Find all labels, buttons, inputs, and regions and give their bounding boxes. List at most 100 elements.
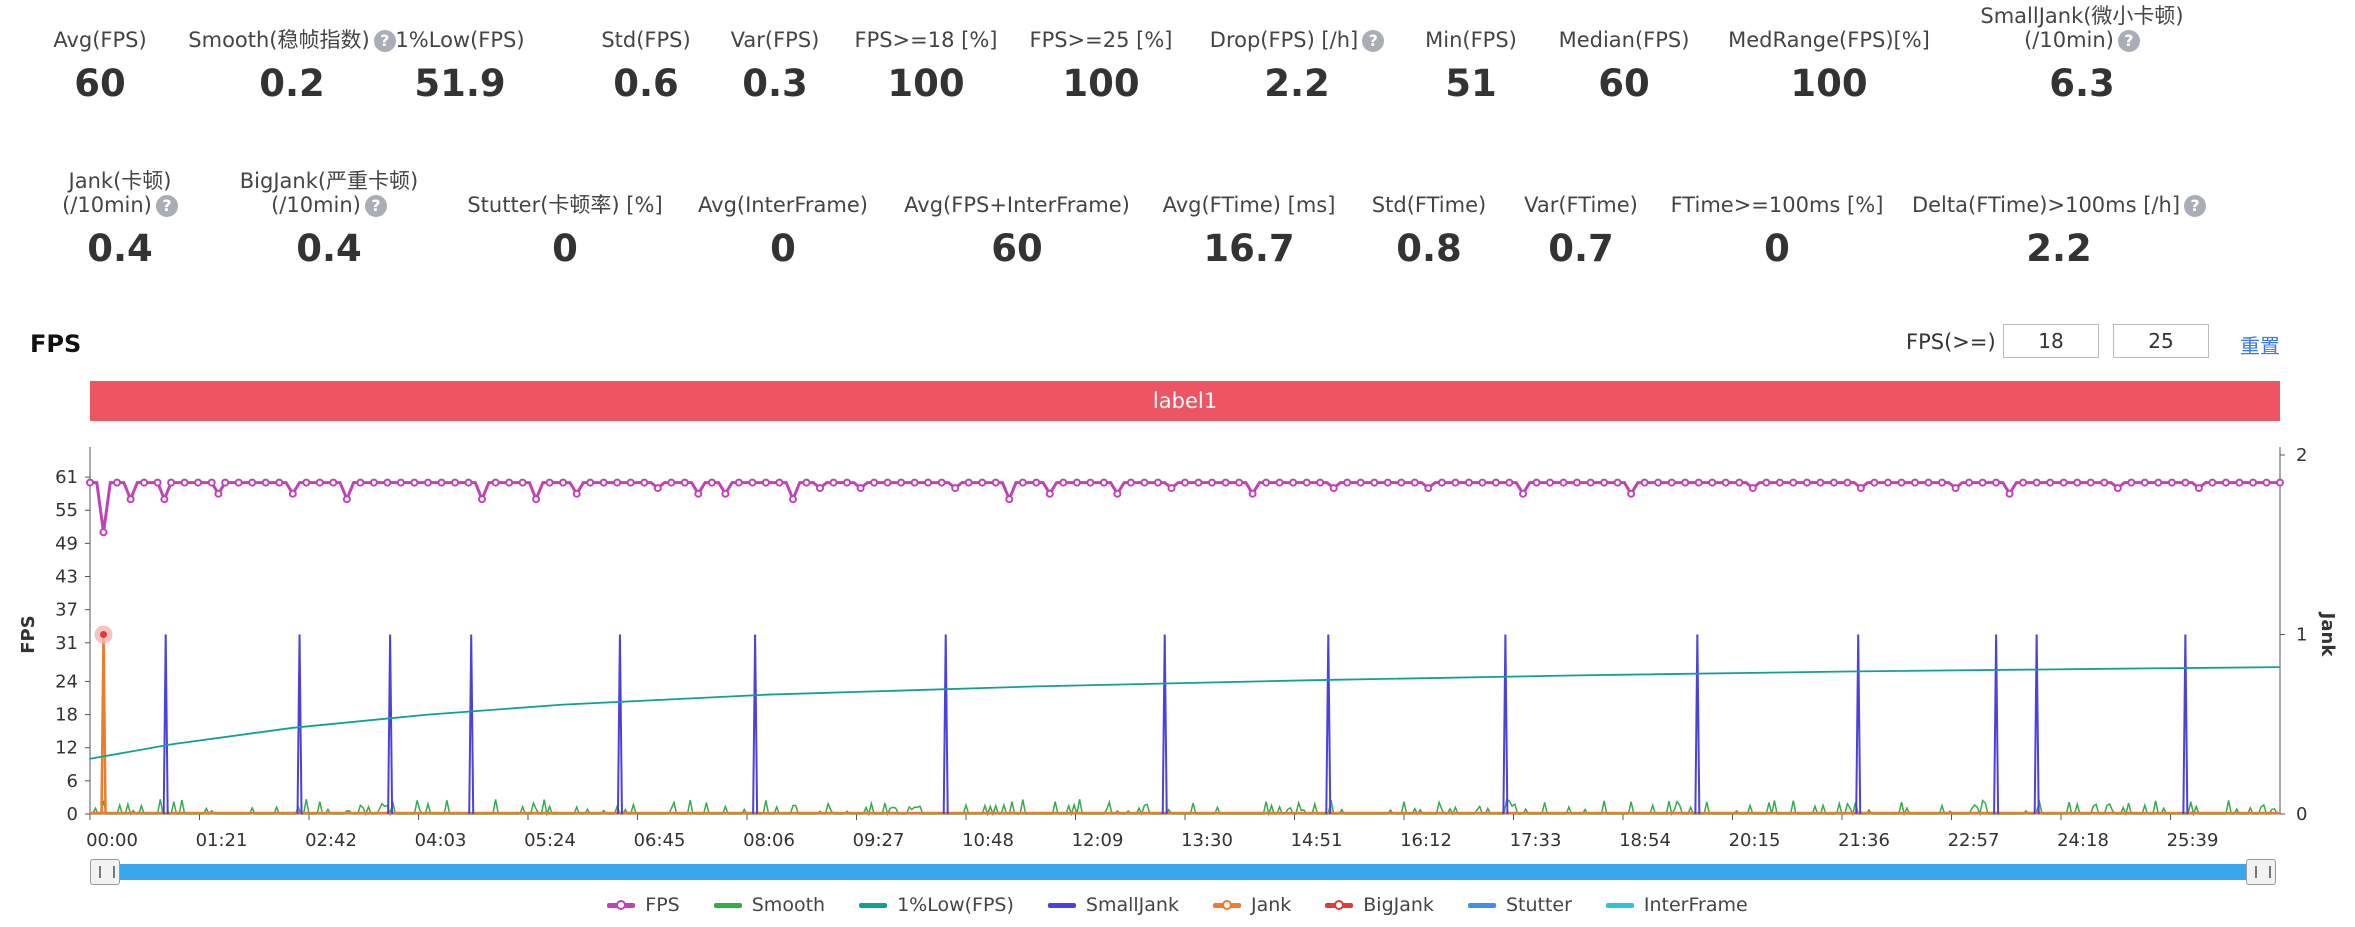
metric-label: Median(FPS) <box>1474 28 1774 52</box>
fps-point <box>924 478 933 487</box>
legend-item-stutter[interactable]: Stutter <box>1467 894 1572 916</box>
legend-label: BigJank <box>1363 894 1434 916</box>
legend-label: Smooth <box>751 894 826 916</box>
metric-value: 60 <box>74 62 126 105</box>
metric-label-unit: (/10min) <box>271 193 361 217</box>
fps-point <box>694 489 703 498</box>
zoom-slider-left-handle[interactable] <box>90 859 120 885</box>
legend-item-smalljank[interactable]: SmallJank <box>1047 894 1179 916</box>
x-tick-label: 04:03 <box>415 830 467 850</box>
fps-point <box>1086 478 1095 487</box>
fps-point <box>1843 478 1852 487</box>
fps-point <box>816 484 824 493</box>
metric-value: 100 <box>1790 62 1868 105</box>
fps-point <box>1721 478 1730 487</box>
fps-point <box>1248 489 1257 498</box>
legend-item-1-low-fps-[interactable]: 1%Low(FPS) <box>859 894 1014 916</box>
legend-swatch <box>1605 902 1634 908</box>
metric-avg-interframe: Avg(InterFrame) 0 <box>633 193 933 270</box>
x-tick-label: 05:24 <box>524 830 576 850</box>
metric-value: 60 <box>991 227 1043 270</box>
fps-point <box>586 478 595 487</box>
fps-point <box>1451 478 1460 487</box>
fps-point <box>1275 478 1284 487</box>
help-icon[interactable]: ? <box>373 30 396 52</box>
x-tick-label: 09:27 <box>853 830 905 850</box>
x-tick-label: 12:09 <box>1072 830 1124 850</box>
small-jank-spike <box>1694 634 1701 815</box>
reset-button[interactable]: 重置 <box>2240 334 2280 358</box>
metric-label-text: Delta(FTime)>100ms [/h] <box>1911 193 2181 217</box>
metric-label-text: Jank(卡顿) <box>68 169 172 193</box>
fps-point <box>2073 478 2082 487</box>
legend-item-interframe[interactable]: InterFrame <box>1605 894 1748 916</box>
x-tick-label: 21:36 <box>1838 830 1890 850</box>
metric-label: Avg(FTime) [ms] <box>1099 193 1399 217</box>
legend-item-bigjank[interactable]: BigJank <box>1325 894 1434 916</box>
fps-point <box>1262 478 1271 487</box>
fps-point <box>1032 478 1041 487</box>
metric-value: 100 <box>887 62 965 105</box>
y-tick-label: 61 <box>55 467 78 488</box>
fps-point <box>410 478 419 487</box>
metric-label: FPS>=25 [%] <box>951 28 1251 52</box>
fps-point <box>329 478 338 487</box>
fps-point <box>991 478 1000 487</box>
fps-point <box>2194 484 2203 493</box>
fps-point <box>1829 478 1838 487</box>
metric-label-text: Avg(FPS+InterFrame) <box>904 193 1130 217</box>
x-tick-label: 00:00 <box>86 830 138 850</box>
label-band[interactable]: label1 <box>90 381 2280 421</box>
x-tick-label: 24:18 <box>2057 830 2109 850</box>
help-icon[interactable]: ? <box>155 195 178 217</box>
fps-point <box>1735 478 1744 487</box>
chart-legend: FPS Smooth 1%Low(FPS) SmallJank Jank BigJank S… <box>0 894 2355 916</box>
metric-delta-ftime-100ms-h: Delta(FTime)>100ms [/h]? 2.2 <box>1909 193 2209 270</box>
zoom-slider-track[interactable] <box>92 864 2256 880</box>
fps-point <box>1640 478 1649 487</box>
metric-avg-fps: Avg(FPS) 60 <box>0 28 250 105</box>
help-icon[interactable]: ? <box>1362 30 1385 52</box>
fps-point <box>1870 478 1879 487</box>
x-tick-label: 16:12 <box>1400 830 1452 850</box>
fps-point <box>870 478 879 487</box>
metric-smalljank: SmallJank(微小卡顿) (/10min)? 6.3 <box>1932 4 2232 105</box>
legend-item-smooth[interactable]: Smooth <box>713 894 826 916</box>
fps-point <box>1329 484 1338 493</box>
fps-threshold-input-1[interactable] <box>2003 324 2099 358</box>
fps-point <box>2059 478 2068 487</box>
y-tick-label: 18 <box>55 705 78 726</box>
help-icon[interactable]: ? <box>2117 30 2140 52</box>
fps-point <box>532 495 541 504</box>
legend-swatch <box>1212 899 1241 910</box>
metric-label-text: Stutter(卡顿率) [%] <box>467 193 663 217</box>
small-jank-spike <box>468 634 475 815</box>
y2-tick-label: 2 <box>2296 445 2307 466</box>
fps-point <box>234 478 243 487</box>
fps-point <box>2181 478 2190 487</box>
fps-point <box>775 478 784 487</box>
legend-item-jank[interactable]: Jank <box>1212 894 1291 916</box>
metric-value: 0.7 <box>1548 227 1614 270</box>
help-icon[interactable]: ? <box>2184 195 2207 217</box>
fps-point <box>1992 478 2001 487</box>
fps-point <box>1059 478 1068 487</box>
metric-bigjank: BigJank(严重卡顿) (/10min)? 0.4 <box>179 169 479 270</box>
legend-label: SmallJank <box>1085 894 1179 916</box>
fps-point <box>910 478 919 487</box>
legend-item-fps[interactable]: FPS <box>607 894 680 916</box>
help-icon[interactable]: ? <box>364 195 387 217</box>
metric-medrange-fps: MedRange(FPS)[%] 100 <box>1679 28 1979 105</box>
metric-var-fps: Var(FPS) 0.3 <box>625 28 925 105</box>
fps-point <box>1464 478 1473 487</box>
low1-fps-curve <box>89 666 2281 760</box>
zoom-slider-right-handle[interactable] <box>2246 859 2276 885</box>
metric-label-text: Smooth(稳帧指数) <box>188 28 370 52</box>
fps-threshold-input-2[interactable] <box>2113 324 2209 358</box>
fps-point <box>2235 478 2244 487</box>
fps-point <box>897 478 906 487</box>
metric-fps-18: FPS>=18 [%] 100 <box>776 28 1076 105</box>
fps-point <box>1627 489 1636 498</box>
metric-value: 6.3 <box>2049 62 2115 105</box>
